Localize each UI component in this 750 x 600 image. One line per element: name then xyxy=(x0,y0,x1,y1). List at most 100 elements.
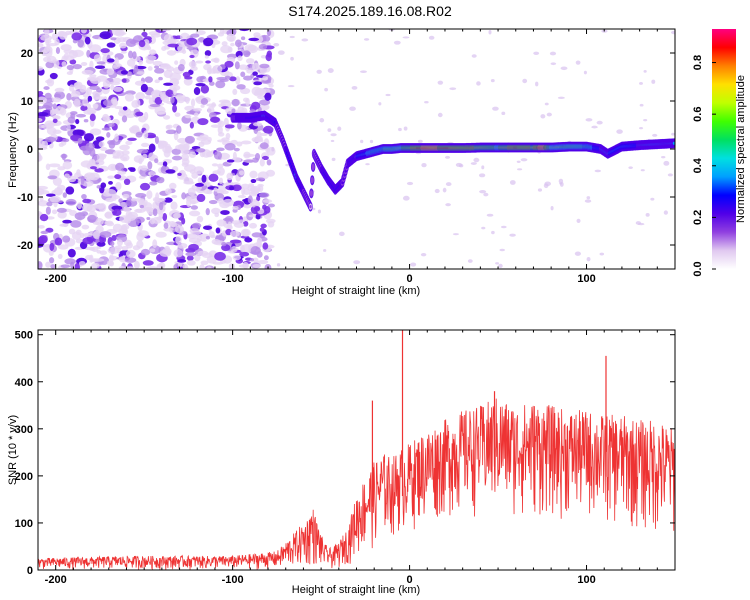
snr-y-tick-label: 400 xyxy=(15,377,33,389)
noise-cell xyxy=(88,172,100,181)
noise-cell xyxy=(110,96,118,105)
noise-cell xyxy=(89,113,96,122)
spectrogram-x-tick-label: 0 xyxy=(407,273,413,285)
noise-cell xyxy=(249,258,254,262)
noise-cell xyxy=(128,126,140,133)
noise-cell xyxy=(252,263,262,268)
noise-cell xyxy=(116,239,123,247)
noise-cell xyxy=(197,118,209,126)
noise-cell xyxy=(38,261,43,269)
noise-cell xyxy=(112,223,123,233)
noise-cell xyxy=(216,219,227,227)
noise-cell xyxy=(54,93,62,99)
noise-cell xyxy=(200,260,209,266)
noise-cell xyxy=(195,148,206,153)
noise-cell xyxy=(163,69,173,79)
noise-cell xyxy=(471,54,477,58)
noise-cell xyxy=(47,175,58,180)
noise-cell xyxy=(235,76,241,85)
noise-cell xyxy=(550,205,554,211)
colorbar-label: Normalized spectral amplitude xyxy=(735,75,747,223)
noise-cell xyxy=(259,99,271,106)
spectrogram-y-tick-label: -10 xyxy=(17,192,33,204)
noise-cell xyxy=(237,122,242,130)
noise-cell xyxy=(136,148,149,154)
noise-cell xyxy=(206,190,213,195)
noise-cell xyxy=(126,266,134,269)
noise-cell xyxy=(120,50,127,54)
noise-cell xyxy=(96,185,102,189)
noise-cell xyxy=(172,80,180,85)
noise-cell xyxy=(73,82,81,89)
noise-cell xyxy=(434,188,440,194)
noise-cell xyxy=(360,139,364,144)
noise-cell xyxy=(509,233,516,237)
noise-cell xyxy=(66,71,73,76)
noise-cell xyxy=(113,86,123,92)
noise-cell xyxy=(252,139,264,143)
noise-cell xyxy=(107,175,115,179)
noise-cell xyxy=(80,61,88,66)
noise-cell xyxy=(51,32,59,41)
noise-cell xyxy=(45,193,56,197)
noise-cell xyxy=(262,199,273,203)
noise-cell xyxy=(173,131,179,141)
snr-series xyxy=(38,330,675,570)
noise-cell xyxy=(240,71,246,78)
spectrogram-y-label: Frequency (Hz) xyxy=(7,112,19,188)
noise-cell xyxy=(249,222,258,229)
snr-panel: -200 -100 0 100 0 100 200 300 400 500 Height of s… xyxy=(7,329,676,596)
noise-cell xyxy=(138,39,146,48)
noise-cell xyxy=(253,81,263,86)
snr-x-tick-label: -100 xyxy=(222,574,244,586)
colorbar-tick-label: 0.8 xyxy=(692,55,704,70)
noise-cell xyxy=(238,219,245,223)
noise-cell xyxy=(112,155,119,159)
noise-cell xyxy=(119,201,128,208)
noise-cell xyxy=(67,175,77,183)
noise-cell xyxy=(38,91,44,96)
noise-cell xyxy=(146,266,159,269)
noise-cell xyxy=(38,106,45,110)
noise-cell xyxy=(111,205,123,211)
noise-cell xyxy=(260,79,272,84)
noise-cell xyxy=(213,57,220,64)
noise-cell xyxy=(147,134,157,139)
noise-cell xyxy=(38,234,48,244)
noise-cell xyxy=(201,174,207,183)
noise-cell xyxy=(167,38,179,43)
noise-cell xyxy=(148,97,154,105)
noise-cell xyxy=(125,38,137,48)
noise-cell xyxy=(171,155,183,161)
noise-cell xyxy=(242,262,249,269)
snr-line xyxy=(38,398,675,570)
noise-cell xyxy=(420,253,427,257)
noise-cell xyxy=(85,142,95,152)
noise-cell xyxy=(46,43,51,52)
noise-cell xyxy=(125,140,133,146)
noise-cell xyxy=(108,180,113,185)
noise-cell xyxy=(141,153,148,159)
noise-cell xyxy=(205,208,210,216)
noise-cell xyxy=(643,119,648,122)
noise-cell xyxy=(495,262,499,265)
noise-cell xyxy=(148,31,161,36)
noise-cell xyxy=(181,217,186,225)
colorbar: 0.0 0.2 0.4 0.6 0.8 Normalized spectral ampl… xyxy=(692,29,747,277)
noise-cell xyxy=(385,93,391,97)
noise-cell xyxy=(206,266,212,269)
noise-cell xyxy=(96,61,106,65)
noise-cell xyxy=(667,173,673,177)
noise-cell xyxy=(171,148,182,155)
noise-cell xyxy=(92,230,101,240)
noise-cell xyxy=(363,38,370,41)
noise-cell xyxy=(640,169,645,172)
noise-cell xyxy=(544,102,549,106)
noise-cell xyxy=(575,60,581,65)
noise-cell xyxy=(186,198,192,207)
noise-cell xyxy=(160,63,170,68)
noise-cell xyxy=(157,143,165,150)
noise-cell xyxy=(220,45,232,54)
noise-cell xyxy=(442,187,447,193)
noise-cell xyxy=(83,133,94,142)
